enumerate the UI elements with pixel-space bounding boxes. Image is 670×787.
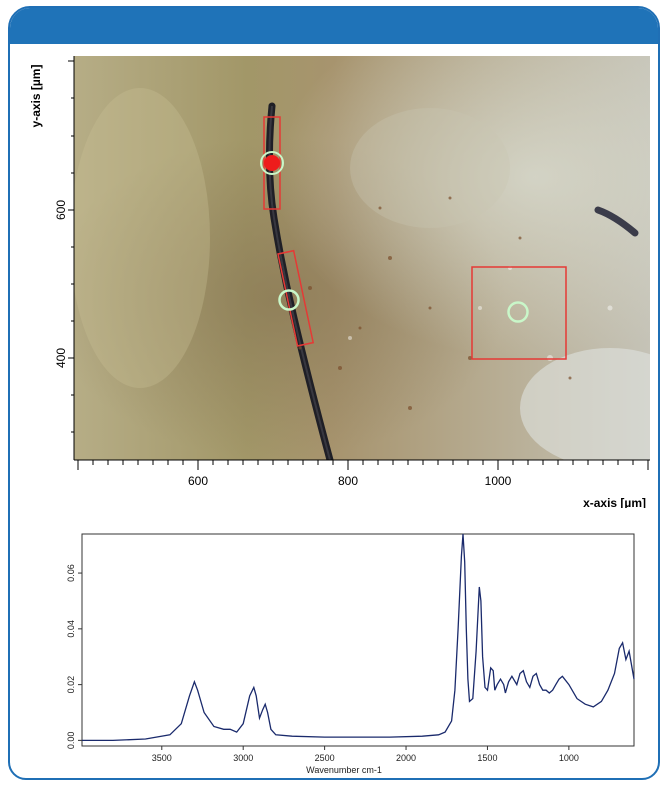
spectrum-x-tick-label: 2500 [315, 753, 335, 763]
spectrum-x-tick-label: 3000 [233, 753, 253, 763]
marker-2[interactable] [278, 289, 300, 311]
spectrum-chart: 3500 3000 2500 2000 1500 1000 0.00 0.02 0.04 0.0… [66, 533, 635, 775]
selected-marker[interactable] [260, 151, 284, 175]
x-axis-label: x-axis [µm] [583, 496, 646, 508]
spectrum-y-tick-label: 0.04 [66, 620, 76, 638]
y-tick-label-600: 600 [54, 200, 68, 220]
spectrum-line [82, 533, 635, 742]
y-tick-label-400: 400 [54, 348, 68, 368]
marker-3[interactable] [507, 301, 529, 323]
spectrum-x-tick-label: 3500 [152, 753, 172, 763]
x-axis: 600 800 1000 x-axis [µm] [74, 459, 650, 508]
spectrum-x-tick-label: 1500 [477, 753, 497, 763]
roi-rectangle-3[interactable] [471, 266, 567, 360]
x-tick-label-600: 600 [188, 474, 208, 488]
spectrum-y-tick-label: 0.00 [66, 732, 76, 750]
microscope-panel: 600 400 y-axis [µm] [29, 56, 650, 508]
x-tick-label-800: 800 [338, 474, 358, 488]
spectrum-x-tick-label: 2000 [396, 753, 416, 763]
y-axis: 600 400 y-axis [µm] [29, 56, 75, 460]
figure-frame: 600 400 y-axis [µm] [8, 6, 660, 780]
frame-header [10, 8, 658, 44]
spectrum-x-axis-label: Wavenumber cm-1 [306, 765, 382, 775]
spectrum-y-tick-label: 0.06 [66, 564, 76, 582]
y-axis-label: y-axis [µm] [29, 65, 43, 128]
roi-rectangle-2[interactable] [277, 249, 315, 347]
x-tick-label-1000: 1000 [485, 474, 512, 488]
spectrum-x-tick-label: 1000 [559, 753, 579, 763]
spectrum-plot-area [81, 533, 635, 747]
spectrum-y-tick-label: 0.02 [66, 676, 76, 694]
